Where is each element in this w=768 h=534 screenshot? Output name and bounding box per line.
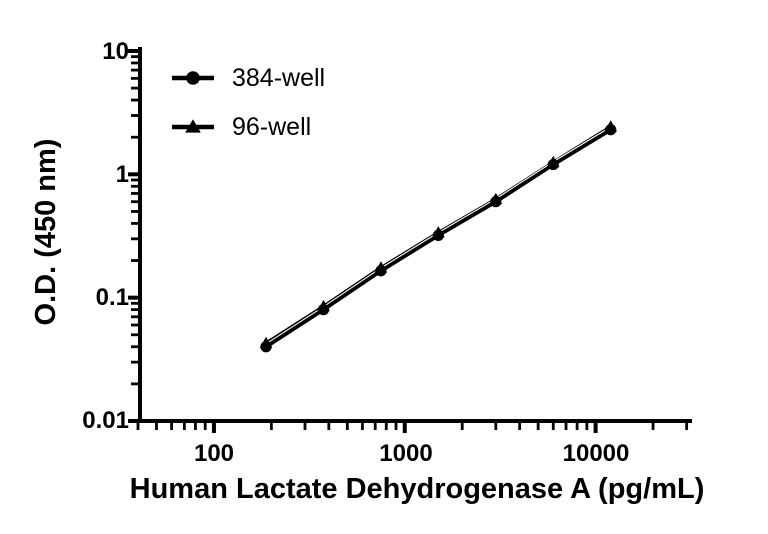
- triangle-marker-icon: [172, 119, 214, 133]
- y-tick-label-0p01: 0.01: [82, 407, 129, 434]
- data-marker-circle: [490, 196, 502, 208]
- y-tick-label-1: 1: [115, 161, 129, 188]
- data-marker-circle: [547, 158, 559, 171]
- data-marker-circle: [432, 229, 444, 241]
- legend-item-96-well: 96-well: [170, 112, 325, 142]
- data-marker-circle: [605, 124, 617, 136]
- x-tick-label-10000: 10000: [562, 440, 630, 467]
- x-tick-label-100: 100: [193, 440, 235, 467]
- y-axis-title: O.D. (450 nm): [30, 138, 62, 326]
- legend-label-96-well: 96-well: [232, 113, 312, 141]
- legend: 384-well 96-well: [170, 63, 325, 142]
- circle-marker-icon: [172, 71, 214, 85]
- data-marker-circle: [375, 265, 387, 277]
- y-tick-label-10: 10: [102, 38, 129, 65]
- x-axis-title: Human Lactate Dehydrogenase A (pg/mL): [129, 473, 705, 505]
- legend-item-384-well: 384-well: [170, 63, 325, 93]
- x-tick-label-1000: 1000: [379, 440, 433, 467]
- y-tick-label-0p1: 0.1: [95, 284, 129, 311]
- data-marker-circle: [260, 341, 272, 353]
- data-marker-circle: [317, 304, 330, 316]
- legend-label-384-well: 384-well: [232, 64, 326, 92]
